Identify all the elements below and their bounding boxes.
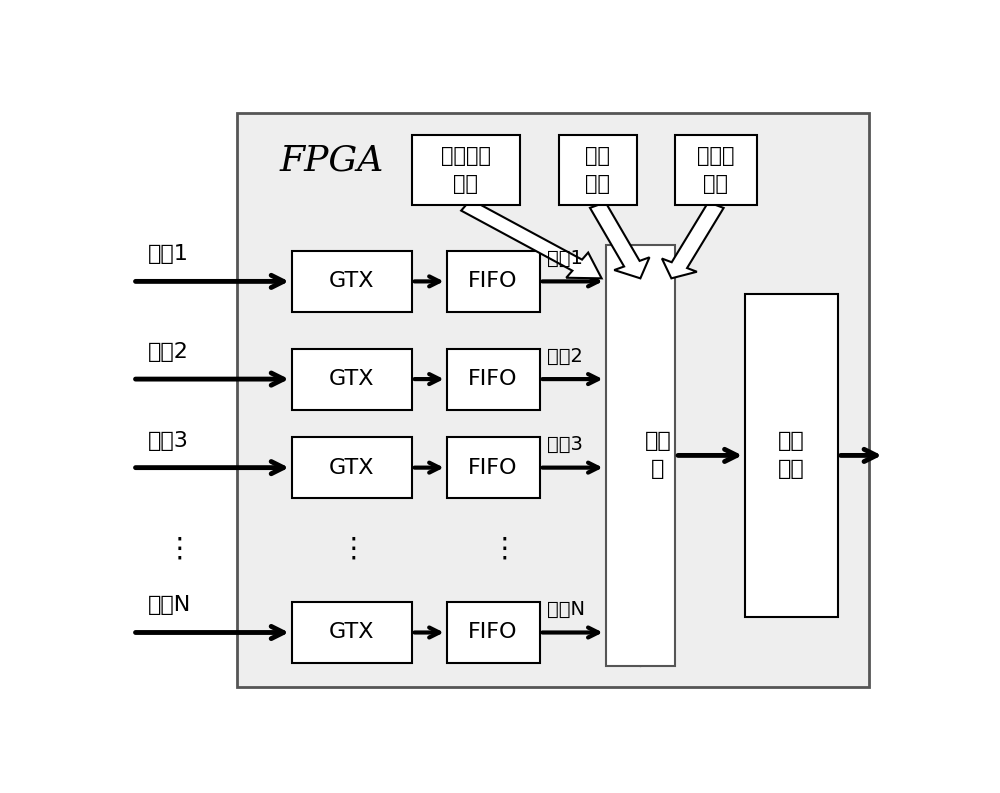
FancyArrow shape (662, 202, 724, 278)
Text: GTX: GTX (329, 623, 374, 642)
Bar (412, 135, 520, 205)
Text: 包长度
估计: 包长度 估计 (697, 146, 735, 194)
Text: 光纤2: 光纤2 (148, 342, 189, 362)
Text: 延时
排序: 延时 排序 (585, 146, 610, 194)
Bar (237, 113, 869, 688)
Text: FIFO: FIFO (468, 271, 518, 291)
Text: 队列2: 队列2 (547, 347, 583, 366)
Text: GTX: GTX (329, 458, 374, 477)
Text: FIFO: FIFO (468, 458, 518, 477)
Bar (447, 251, 540, 312)
Text: ⋮: ⋮ (340, 534, 368, 562)
Text: 队列1: 队列1 (547, 249, 583, 268)
Text: 光纤3: 光纤3 (148, 431, 189, 450)
Bar (447, 349, 540, 410)
Text: ⋮: ⋮ (165, 534, 193, 562)
Text: 调度
器: 调度 器 (644, 431, 671, 480)
Text: 光纤N: 光纤N (148, 596, 192, 615)
Text: 光纤1: 光纤1 (148, 244, 189, 264)
Text: 总线
入口: 总线 入口 (778, 431, 805, 480)
Bar (675, 135, 757, 205)
Bar (447, 437, 540, 498)
Bar (292, 349, 412, 410)
Bar (606, 245, 675, 666)
Bar (292, 251, 412, 312)
Text: ⋮: ⋮ (491, 534, 519, 562)
Bar (447, 602, 540, 663)
Text: GTX: GTX (329, 369, 374, 389)
Bar (745, 293, 838, 617)
Text: FIFO: FIFO (468, 369, 518, 389)
Bar (559, 135, 637, 205)
Text: GTX: GTX (329, 271, 374, 291)
FancyArrow shape (590, 202, 649, 278)
Bar (292, 602, 412, 663)
Text: 队列3: 队列3 (547, 435, 583, 454)
FancyArrow shape (461, 200, 602, 278)
Text: FIFO: FIFO (468, 623, 518, 642)
Text: 队列N: 队列N (547, 600, 585, 619)
Bar (292, 437, 412, 498)
Text: 缓存状态
监测: 缓存状态 监测 (441, 146, 491, 194)
Text: FPGA: FPGA (280, 144, 384, 178)
